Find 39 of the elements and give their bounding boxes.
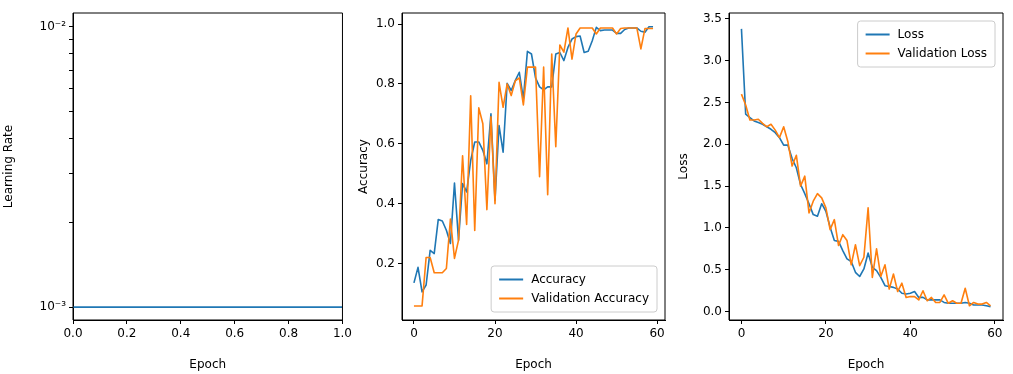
x-tick-label: 0.8 [279,326,299,341]
x-tick-label: 40 [902,326,918,341]
y-tick-label: 0.5 [702,261,722,276]
x-tick-label: 60 [987,326,1003,341]
x-axis-title: Epoch [515,356,552,371]
y-tick-label: 0.8 [375,76,395,91]
x-tick-label: 60 [649,326,665,341]
x-tick-label: 0.4 [171,326,191,341]
x-tick-label: 0.6 [225,326,245,341]
y-axis-title: Loss [676,153,691,180]
y-tick-label: 1.0 [375,16,395,31]
y-tick-label: 10⁻³ [39,299,67,314]
legend-label: Loss [897,26,924,41]
y-tick-label: 0.2 [375,255,395,270]
y-tick-label: 1.5 [702,178,722,193]
y-tick-label: 10⁻² [39,18,67,33]
x-tick-label: 0.0 [63,326,83,341]
x-axis-title: Epoch [847,356,885,371]
y-tick-label: 0.6 [375,135,395,150]
legend-label: Accuracy [531,271,586,286]
y-axis-title: Accuracy [356,139,371,194]
y-tick-label: 3.0 [702,52,722,67]
y-tick-label: 3.5 [702,10,722,25]
legend-label: Validation Accuracy [531,290,649,305]
legend-label: Validation Loss [897,45,987,60]
x-axis-title: Epoch [189,356,227,371]
y-tick-label: 2.5 [702,94,722,109]
x-tick-label: 0.2 [117,326,137,341]
y-axis-title: Learning Rate [1,124,16,209]
x-tick-label: 40 [568,326,584,341]
x-tick-label: 0 [737,326,746,341]
x-tick-label: 20 [818,326,834,341]
y-tick-label: 1.0 [702,220,722,235]
y-tick-label: 0.4 [375,195,395,210]
y-tick-label: 2.0 [702,136,722,151]
x-tick-label: 20 [487,326,503,341]
x-tick-label: 1.0 [332,326,352,341]
y-tick-label: 0.0 [702,303,722,318]
x-tick-label: 0 [410,326,418,341]
